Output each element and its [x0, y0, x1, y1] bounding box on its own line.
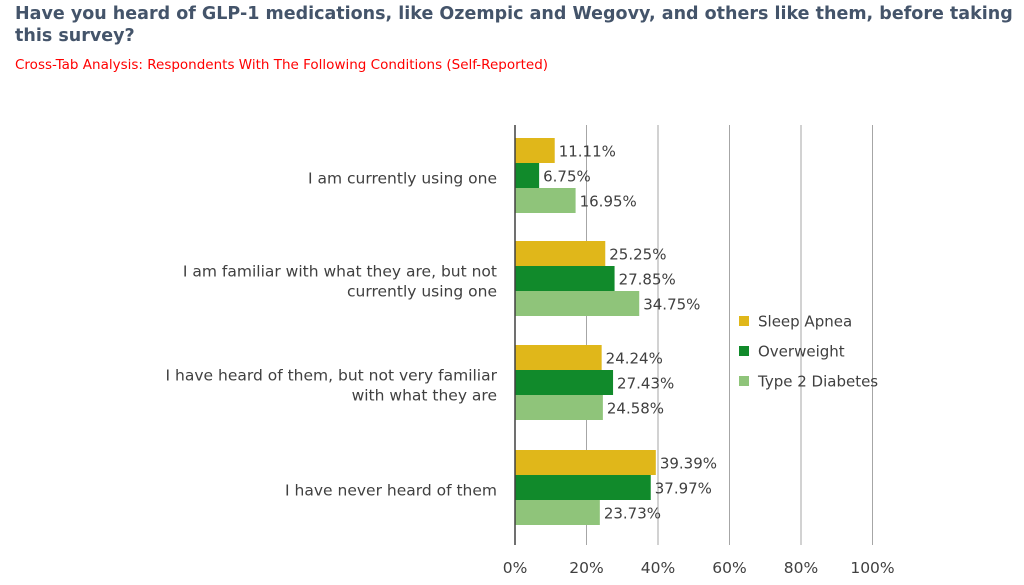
data-label: 27.43% [617, 375, 674, 393]
data-label: 11.11% [559, 143, 616, 161]
data-label: 6.75% [543, 168, 591, 186]
legend-label: Sleep Apnea [758, 313, 852, 331]
data-label: 34.75% [643, 296, 700, 314]
category-label-line: I am familiar with what they are, but no… [183, 263, 497, 281]
bars [515, 138, 656, 525]
x-tick-label: 60% [712, 559, 746, 577]
bar [515, 188, 576, 213]
x-tick-label: 20% [569, 559, 603, 577]
data-label: 37.97% [655, 480, 712, 498]
category-labels: I am currently using one I am familiar wi… [166, 170, 498, 500]
category-label-line: currently using one [347, 283, 497, 301]
data-label: 16.95% [580, 193, 637, 211]
data-label: 27.85% [619, 271, 676, 289]
category-label: I have heard of them, but not very famil… [166, 367, 498, 405]
category-label-line: I have heard of them, but not very famil… [166, 367, 498, 385]
category-label-line: I am currently using one [308, 170, 497, 188]
bar [515, 163, 540, 188]
category-label: I have never heard of them [285, 482, 497, 500]
legend-label: Type 2 Diabetes [757, 373, 878, 391]
bar [515, 345, 602, 370]
category-label: I am familiar with what they are, but no… [183, 263, 497, 301]
data-labels: 11.11% 25.25% 24.24% 39.39% 6.75% 27.85% 27.43… [543, 143, 717, 523]
bar [515, 370, 614, 395]
bar [515, 241, 606, 266]
legend-swatch [739, 376, 749, 386]
category-label-line: with what they are [352, 387, 497, 405]
bar [515, 450, 656, 475]
x-tick-labels: 0% 20% 40% 60% 80% 100% [503, 559, 895, 577]
legend: Sleep Apnea Overweight Type 2 Diabetes [739, 313, 878, 391]
bar [515, 395, 603, 420]
data-label: 23.73% [604, 505, 661, 523]
x-tick-label: 80% [784, 559, 818, 577]
bar [515, 475, 651, 500]
legend-swatch [739, 316, 749, 326]
legend-label: Overweight [758, 343, 845, 361]
bar [515, 291, 640, 316]
data-label: 24.58% [607, 400, 664, 418]
bar [515, 138, 555, 163]
category-label-line: I have never heard of them [285, 482, 497, 500]
x-tick-label: 100% [850, 559, 894, 577]
legend-swatch [739, 346, 749, 356]
data-label: 25.25% [609, 246, 666, 264]
bar [515, 500, 600, 525]
chart-title: Have you heard of GLP-1 medications, lik… [15, 4, 1013, 46]
x-tick-label: 40% [641, 559, 675, 577]
data-label: 39.39% [660, 455, 717, 473]
category-label: I am currently using one [308, 170, 497, 188]
data-label: 24.24% [606, 350, 663, 368]
chart-subtitle: Cross-Tab Analysis: Respondents With The… [15, 57, 549, 73]
x-tick-label: 0% [503, 559, 528, 577]
bar [515, 266, 615, 291]
